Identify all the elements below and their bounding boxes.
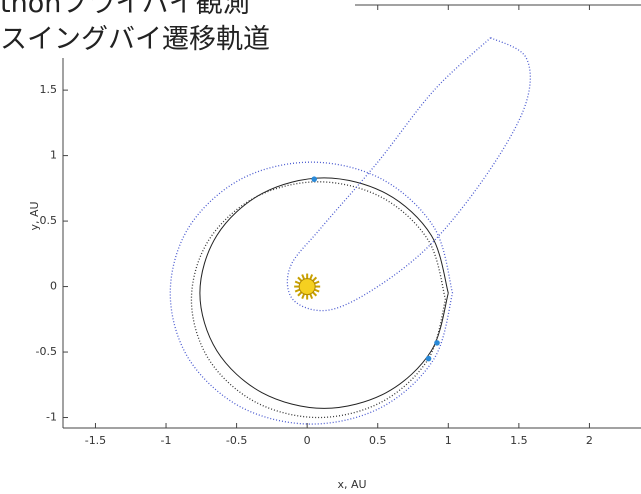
x-tick-label: 0.5 <box>369 434 387 447</box>
marker <box>434 340 440 346</box>
x-tick-label: 1.5 <box>510 434 528 447</box>
marker <box>425 355 432 362</box>
x-tick-label: -1 <box>161 434 172 447</box>
y-tick-label: 0.5 <box>40 214 58 227</box>
y-tick-label: -0.5 <box>36 345 57 358</box>
marker <box>311 176 318 182</box>
x-tick-label: 2 <box>586 434 593 447</box>
orbit-line <box>286 37 531 312</box>
x-tick-label: -1.5 <box>85 434 106 447</box>
title: thonフライバイ観測 <box>0 0 250 19</box>
x-tick-label: 1 <box>445 434 452 447</box>
x-axis-label: x, AU <box>337 478 366 491</box>
orbit-line <box>169 161 454 425</box>
title-box <box>0 0 355 58</box>
x-tick-label: -0.5 <box>226 434 247 447</box>
orbit-line <box>199 177 449 409</box>
sun <box>298 278 316 296</box>
y-tick-label: 1.5 <box>40 83 58 96</box>
y-tick-label: 1 <box>50 149 57 162</box>
y-axis-label: y, AU <box>28 201 41 230</box>
title: スイングバイ遷移軌道 <box>0 24 270 55</box>
y-tick-label: -1 <box>46 411 57 424</box>
y-tick-label: 0 <box>50 280 57 293</box>
x-tick-label: 0 <box>304 434 311 447</box>
orbit-line <box>190 181 447 419</box>
